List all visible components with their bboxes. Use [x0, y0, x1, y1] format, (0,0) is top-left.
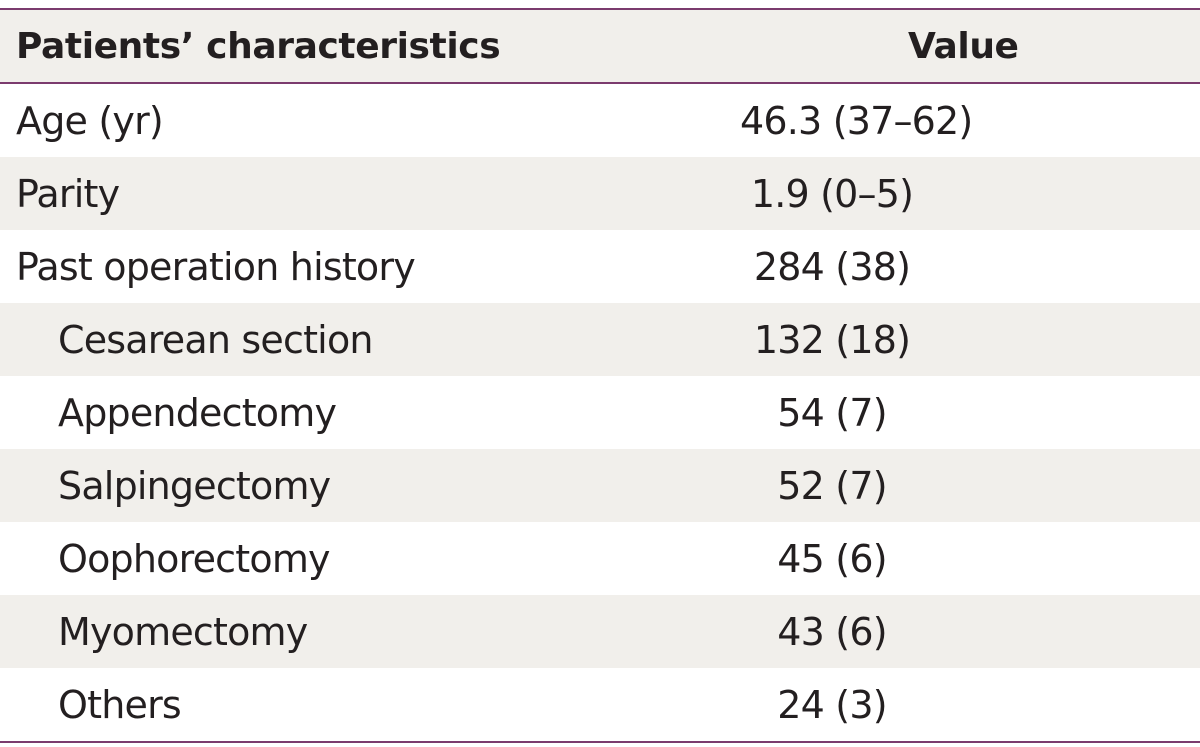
row-label: Parity [16, 171, 120, 216]
header-value: Value [908, 25, 1019, 67]
row-label: Myomectomy [58, 609, 308, 654]
table-row: Oophorectomy 45 (6) [0, 522, 1200, 595]
row-value: 54 (7) [777, 390, 887, 435]
header-characteristics: Patients’ characteristics [16, 25, 501, 67]
row-label: Others [58, 682, 182, 727]
row-label: Oophorectomy [58, 536, 331, 581]
row-label: Age (yr) [16, 98, 164, 143]
table-row: Appendectomy 54 (7) [0, 376, 1200, 449]
row-label: Cesarean section [58, 317, 373, 362]
row-label: Appendectomy [58, 390, 337, 435]
table-row: Others 24 (3) [0, 668, 1200, 741]
row-value: 46.3 (37–62) [740, 98, 973, 143]
table-row: Myomectomy 43 (6) [0, 595, 1200, 668]
row-label: Past operation history [16, 244, 416, 289]
table-row: Past operation history 284 (38) [0, 230, 1200, 303]
patient-characteristics-table: Patients’ characteristics Value Age (yr)… [0, 8, 1200, 743]
row-value: 24 (3) [777, 682, 887, 727]
row-value: 43 (6) [777, 609, 887, 654]
row-value: 132 (18) [753, 317, 911, 362]
table-row: Age (yr) 46.3 (37–62) [0, 84, 1200, 157]
table-row: Salpingectomy 52 (7) [0, 449, 1200, 522]
table-header-row: Patients’ characteristics Value [0, 10, 1200, 84]
row-label: Salpingectomy [58, 463, 331, 508]
table-row: Cesarean section 132 (18) [0, 303, 1200, 376]
row-value: 1.9 (0–5) [750, 171, 914, 216]
row-value: 284 (38) [753, 244, 911, 289]
row-value: 52 (7) [777, 463, 887, 508]
table-row: Parity 1.9 (0–5) [0, 157, 1200, 230]
row-value: 45 (6) [777, 536, 887, 581]
